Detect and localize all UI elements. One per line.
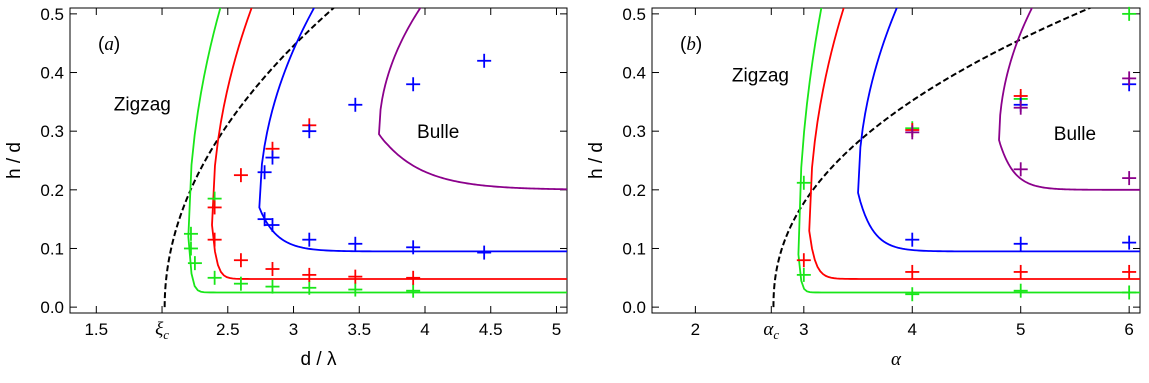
data-point-marker (207, 232, 222, 247)
y-tick-label: 0.4 (40, 64, 64, 83)
data-point-marker (302, 267, 317, 282)
y-tick-label: 0.2 (622, 181, 646, 200)
data-point-marker (905, 125, 920, 140)
data-point-marker (1013, 236, 1028, 251)
data-point-marker (302, 232, 317, 247)
data-point-marker (477, 53, 492, 68)
y-tick-label: 0.3 (622, 122, 646, 141)
panel-b: 2 αc 3 4 5 6 0.0 0.1 0.2 0.3 0.4 0.5 α h / d (b) Zigzag… (586, 5, 1141, 370)
data-point-marker (1122, 285, 1137, 300)
data-point-marker (1122, 6, 1137, 21)
data-point-marker (207, 200, 222, 215)
critical-boundary-curve (163, 8, 336, 308)
data-point-marker (1013, 283, 1028, 298)
x-tick-label: 3.5 (347, 320, 371, 339)
y-tick-label: 0.1 (622, 239, 646, 258)
data-point-marker (1122, 235, 1137, 250)
y-tick-label: 0.1 (40, 239, 64, 258)
x-tick-label: 4 (420, 320, 429, 339)
y-tick-label: 0.3 (40, 122, 64, 141)
data-point-marker (183, 241, 198, 256)
critical-boundary-curve (772, 8, 1093, 308)
x-tick-label: 3 (289, 320, 298, 339)
stability-curve (998, 8, 1140, 191)
data-point-marker (796, 267, 811, 282)
data-point-marker (406, 240, 421, 255)
data-point-marker (406, 283, 421, 298)
x-tick-label: 4.5 (479, 320, 503, 339)
data-point-marker (265, 279, 280, 294)
data-point-marker (348, 236, 363, 251)
data-point-marker (1013, 100, 1028, 115)
y-axis-label: h / d (586, 142, 607, 179)
x-tick-label: 5 (1016, 320, 1025, 339)
y-tick-label: 0.5 (622, 5, 646, 24)
stability-curve (378, 8, 567, 191)
stability-curve (211, 8, 567, 280)
x-axis-label: d / λ (301, 349, 337, 370)
region-label-bulle: Bulle (417, 122, 459, 143)
x-tick-label: 3 (799, 320, 808, 339)
y-tick-label: 0.2 (40, 181, 64, 200)
stability-curve (258, 8, 567, 253)
y-tick-label: 0.4 (622, 64, 646, 83)
data-point-marker (1122, 264, 1137, 279)
data-point-marker (1122, 71, 1137, 86)
y-axis-label: h / d (4, 142, 25, 179)
panel-label: (a) (98, 34, 120, 55)
region-label-zigzag: Zigzag (732, 65, 789, 86)
stability-curve (797, 8, 1140, 294)
data-point-marker (796, 253, 811, 268)
y-tick-label: 0.5 (40, 5, 64, 24)
data-point-marker (265, 150, 280, 165)
panel-a: 1.5 ξc 2.5 3 3.5 4 4.5 5 0.0 0.1 0.2 0.3 0.4 0.5 d / λ… (4, 5, 568, 370)
y-tick-label: 0.0 (622, 298, 646, 317)
data-point-marker (406, 270, 421, 285)
x-axis-label: α (891, 349, 902, 370)
x-tick-label: 6 (1124, 320, 1133, 339)
plot-frame (69, 7, 568, 314)
data-point-marker (1013, 264, 1028, 279)
stability-curve (808, 8, 1140, 280)
data-point-marker (233, 168, 248, 183)
x-tick-label: 5 (552, 320, 561, 339)
data-point-marker (905, 287, 920, 302)
y-tick-label: 0.0 (40, 298, 64, 317)
data-point-marker (302, 124, 317, 139)
data-point-marker (187, 256, 202, 271)
x-tick-label: 2.5 (216, 320, 240, 339)
panel-label: (b) (680, 34, 702, 55)
data-point-marker (233, 253, 248, 268)
x-tick-label-critical: ξc (155, 319, 169, 342)
stability-curve (187, 8, 567, 294)
data-point-marker (406, 77, 421, 92)
data-point-marker (477, 245, 492, 260)
data-point-marker (1122, 171, 1137, 186)
data-point-marker (265, 262, 280, 277)
data-point-marker (348, 282, 363, 297)
data-point-marker (905, 232, 920, 247)
region-label-bulle: Bulle (1054, 124, 1096, 145)
data-point-marker (257, 212, 272, 227)
x-tick-label-critical: αc (763, 319, 779, 342)
stability-curve (857, 8, 1140, 253)
data-point-marker (207, 270, 222, 285)
data-point-marker (183, 226, 198, 241)
x-tick-label: 2 (691, 320, 700, 339)
data-point-marker (265, 218, 280, 233)
data-point-marker (348, 97, 363, 112)
region-label-zigzag: Zigzag (114, 95, 171, 116)
plot-frame (651, 7, 1141, 314)
x-tick-label: 4 (908, 320, 917, 339)
x-tick-label: 1.5 (84, 320, 108, 339)
data-point-marker (1013, 162, 1028, 177)
data-point-marker (905, 264, 920, 279)
data-point-marker (302, 280, 317, 295)
data-point-marker (257, 165, 272, 180)
data-point-marker (233, 276, 248, 291)
data-point-marker (348, 269, 363, 284)
data-point-marker (796, 175, 811, 190)
